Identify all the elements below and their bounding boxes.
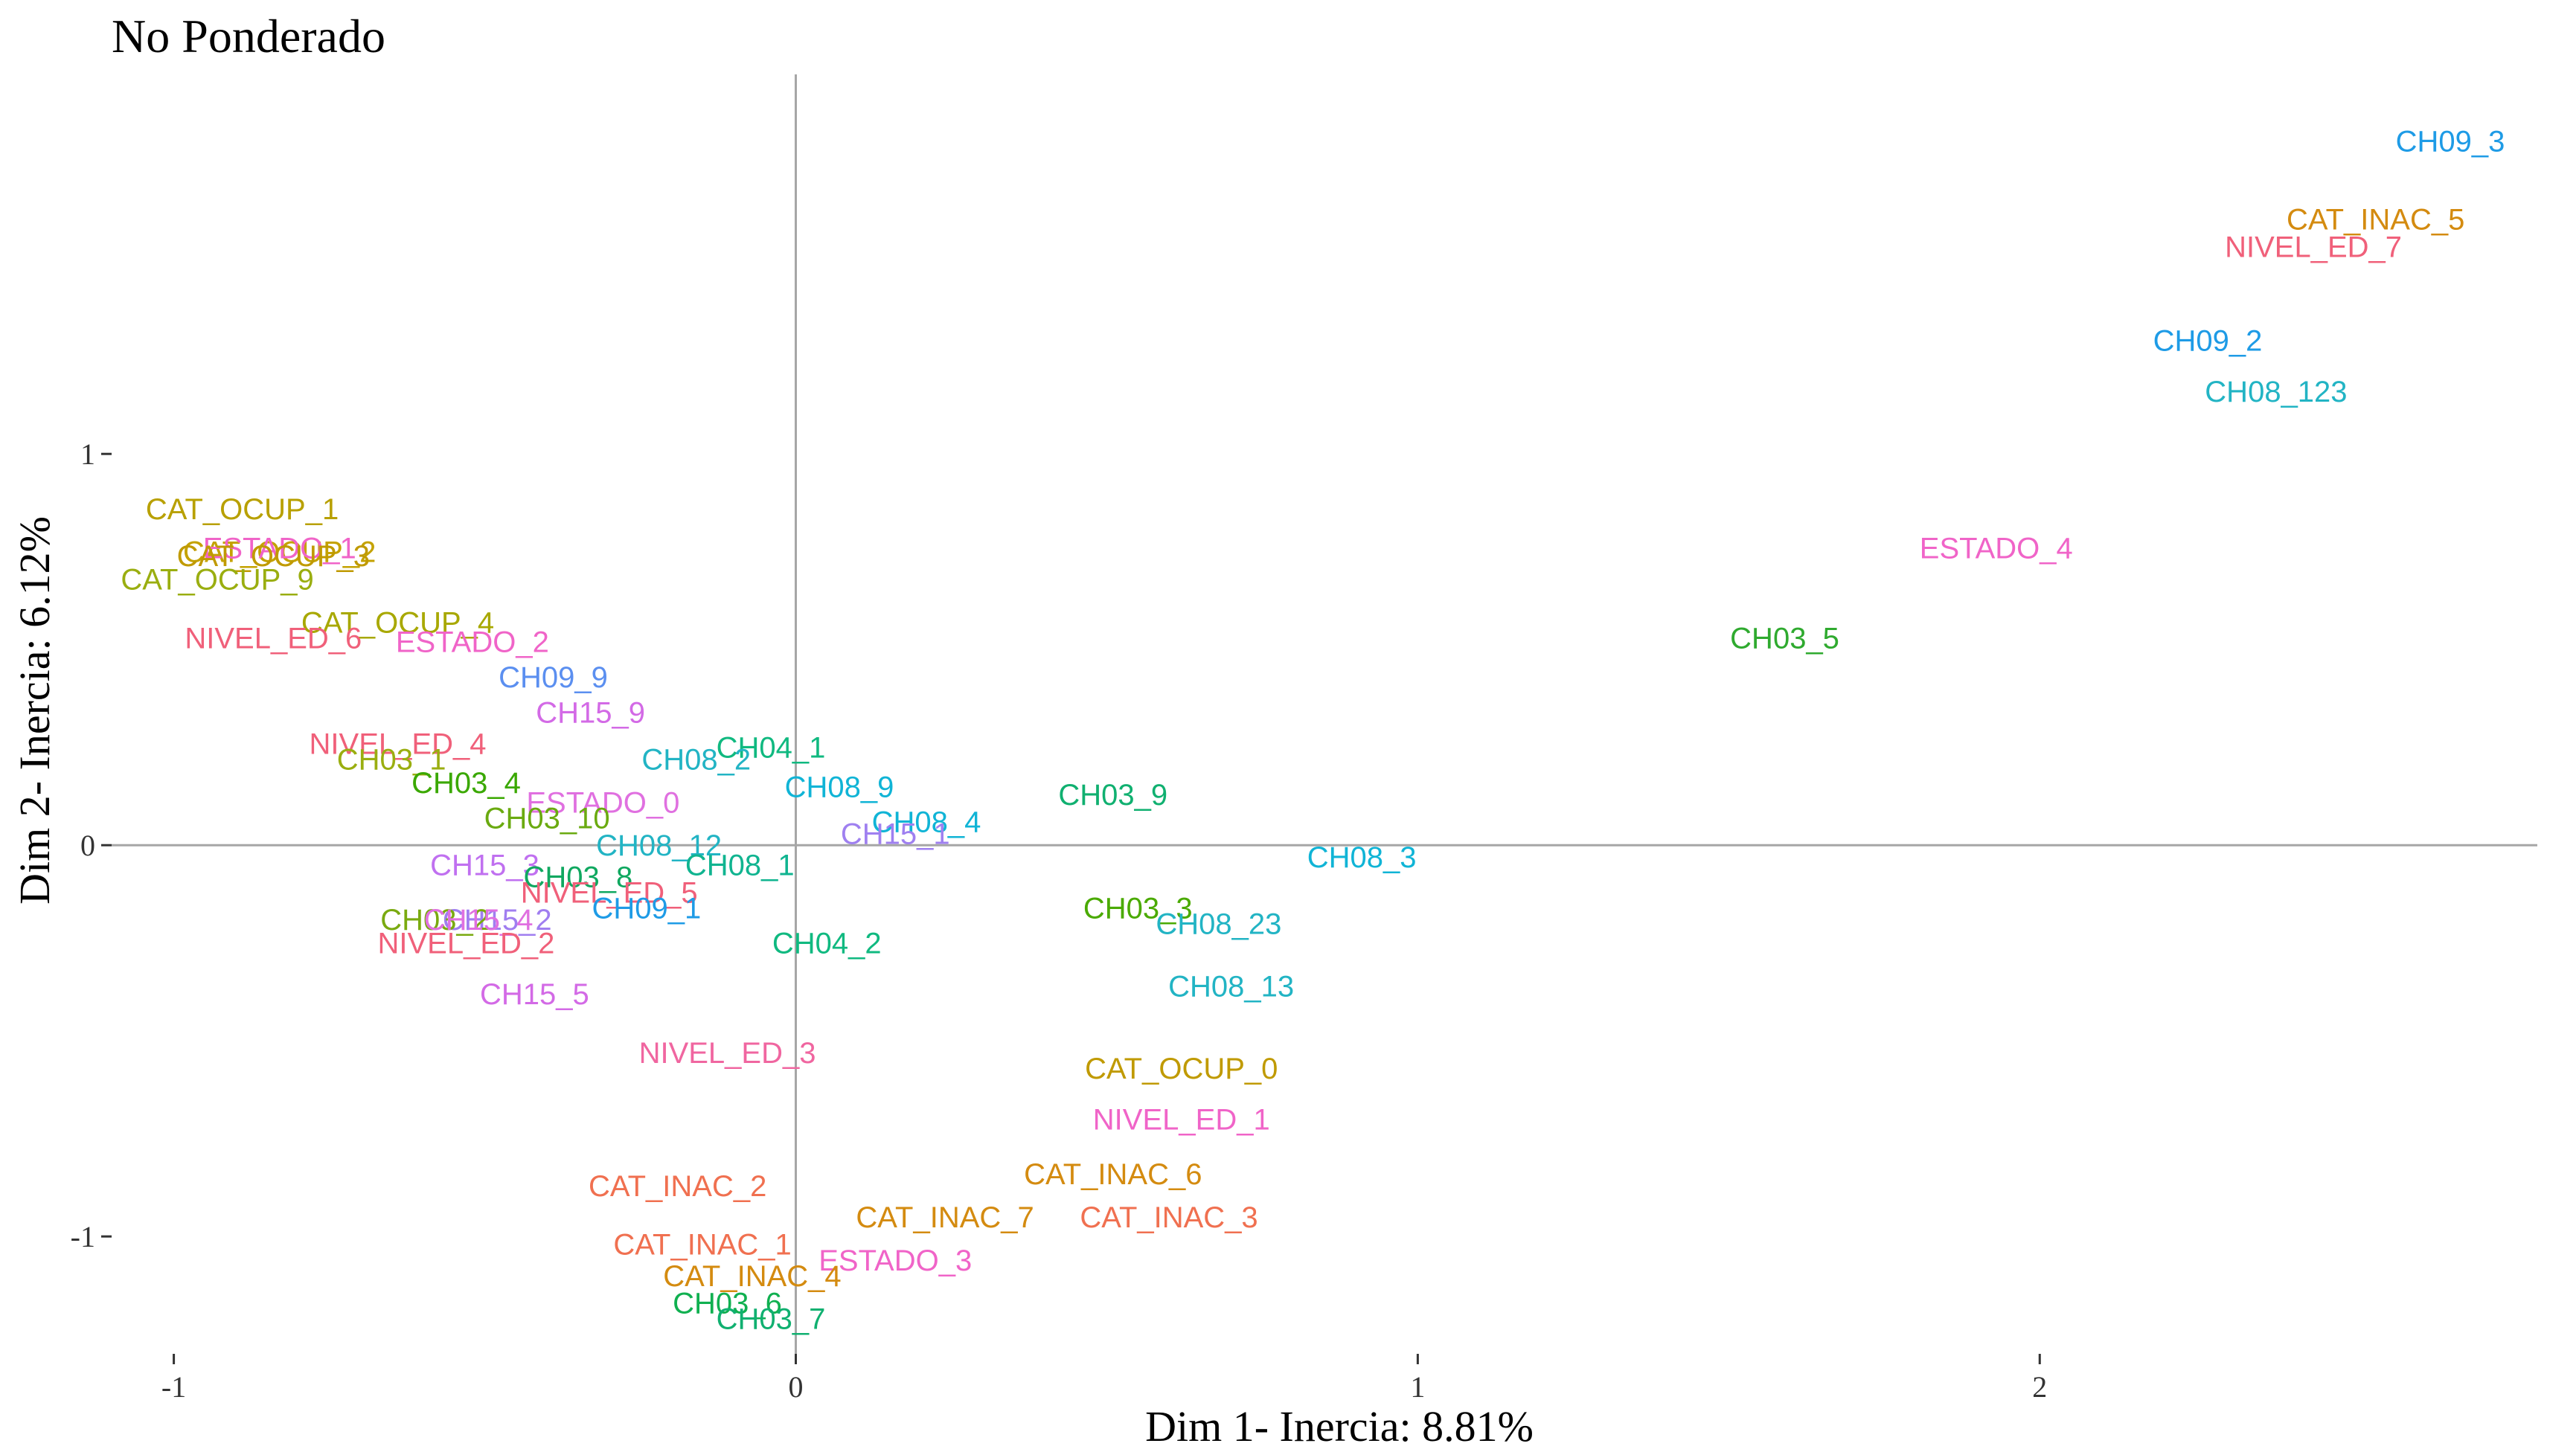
point-label-ch04-1: CH04_1 [717,732,826,765]
point-label-cat-ocup-1: CAT_OCUP_1 [146,493,339,526]
x-tick-label: 2 [2032,1370,2047,1404]
point-label-ch03-8: CH03_8 [524,861,633,893]
point-label-estado-2: ESTADO_2 [396,626,549,659]
x-tick-label: 1 [1410,1370,1425,1404]
y-tick-label: 1 [80,437,95,471]
point-label-cat-ocup-0: CAT_OCUP_0 [1085,1053,1278,1085]
point-label-cat-inac-1: CAT_INAC_1 [613,1229,791,1262]
point-label-cat-inac-5: CAT_INAC_5 [2287,204,2464,237]
point-label-ch15-2: CH15_2 [443,904,552,937]
y-tick-label: 0 [80,829,95,862]
reference-lines [112,74,2537,1354]
point-label-ch15-4: CH15_4 [424,904,534,937]
x-axis-title: Dim 1- Inercia: 8.81% [1145,1402,1534,1451]
point-label-ch08-3: CH08_3 [1307,841,1417,874]
point-label-cat-inac-7: CAT_INAC_7 [856,1201,1034,1234]
point-label-ch03-2: CH03_2 [380,904,490,937]
point-label-cat-inac-4: CAT_INAC_4 [663,1260,841,1293]
point-label-ch08-9: CH08_9 [785,771,894,803]
point-label-cat-ocup-9: CAT_OCUP_9 [121,564,313,597]
point-label-ch15-3: CH15_3 [430,849,539,882]
point-label-ch09-2: CH09_2 [2153,325,2263,358]
point-label-nivel-ed-3: NIVEL_ED_3 [639,1037,816,1070]
y-tick-label: -1 [71,1220,95,1253]
point-label-ch03-1: CH03_1 [337,743,446,776]
chart-title: No Ponderado [112,10,385,62]
point-label-nivel-ed-2: NIVEL_ED_2 [378,928,555,960]
point-label-ch08-13: CH08_13 [1168,971,1294,1003]
point-label-ch03-4: CH03_4 [411,767,521,800]
point-label-ch15-5: CH15_5 [480,978,589,1011]
point-label-nivel-ed-1: NIVEL_ED_1 [1093,1103,1270,1136]
point-label-cat-inac-6: CAT_INAC_6 [1024,1158,1202,1191]
point-label-ch03-6: CH03_6 [673,1288,782,1320]
point-label-ch09-9: CH09_9 [499,661,608,694]
point-label-cat-inac-2: CAT_INAC_2 [589,1170,766,1203]
point-label-ch08-1: CH08_1 [685,849,795,882]
x-tick-label: 0 [788,1370,803,1404]
point-label-ch08-23: CH08_23 [1156,908,1281,940]
point-label-ch03-9: CH03_9 [1058,779,1167,812]
point-label-ch08-12: CH08_12 [596,829,722,862]
point-label-cat-ocup-2: CAT_OCUP_2 [183,536,376,569]
point-label-nivel-ed-4: NIVEL_ED_4 [310,728,487,760]
point-label-ch08-4: CH08_4 [872,806,981,839]
point-label-ch15-9: CH15_9 [536,696,645,729]
point-label-estado-0: ESTADO_0 [526,786,679,819]
point-label-nivel-ed-6: NIVEL_ED_6 [185,622,362,655]
point-label-ch03-5: CH03_5 [1730,622,1839,655]
point-label-ch08-2: CH08_2 [641,743,751,776]
y-axis-title: Dim 2- Inercia: 6.12% [10,516,59,905]
point-label-ch04-2: CH04_2 [772,928,882,960]
point-label-estado-3: ESTADO_3 [818,1244,972,1277]
point-label-ch09-1: CH09_1 [592,892,701,925]
point-label-ch03-7: CH03_7 [717,1303,826,1336]
point-label-cat-ocup-4: CAT_OCUP_4 [301,606,494,639]
point-label-ch08-123: CH08_123 [2205,376,2347,408]
x-tick-label: -1 [161,1370,186,1404]
point-label-estado-4: ESTADO_4 [1920,532,2073,565]
point-label-ch03-3: CH03_3 [1083,892,1193,925]
point-label-cat-inac-3: CAT_INAC_3 [1080,1201,1257,1234]
point-label-estado-1: ESTADO_1 [203,532,356,565]
point-label-nivel-ed-7: NIVEL_ED_7 [2225,231,2402,263]
point-label-ch03-10: CH03_10 [484,802,610,835]
point-label-cat-ocup-3: CAT_OCUP_3 [177,540,370,573]
axis-ticks: -1 0 1 2 -1 0 1 [71,437,2048,1404]
point-label-ch15-1: CH15_1 [841,818,950,850]
point-label-ch09-3: CH09_3 [2396,125,2505,158]
point-label-nivel-ed-5: NIVEL_ED_5 [521,876,698,909]
